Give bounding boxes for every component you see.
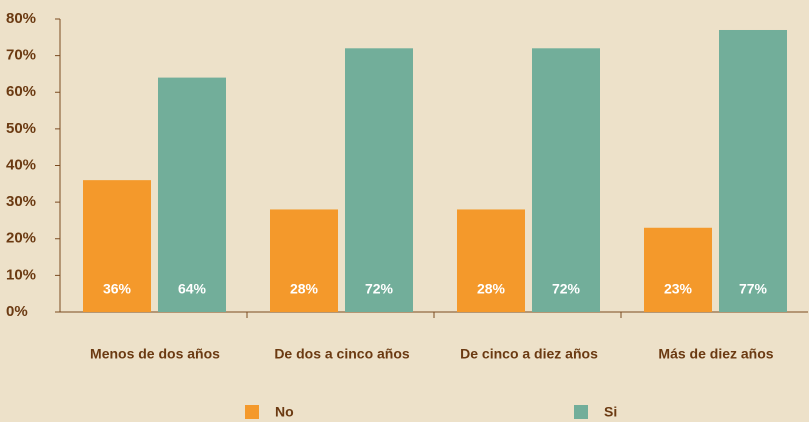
value-label: 72% [552,281,581,297]
bar [644,227,712,312]
bar [83,180,151,312]
legend-label: Si [604,404,617,420]
value-label: 28% [290,281,319,297]
y-tick-label: 50% [6,120,36,137]
y-tick-label: 40% [6,156,36,173]
bar [158,77,226,312]
y-tick-label: 60% [6,83,36,100]
x-tick-label: Más de diez años [658,346,773,362]
y-tick-label: 10% [6,266,36,283]
value-label: 72% [365,281,394,297]
y-tick-label: 70% [6,47,36,64]
x-tick-label: De cinco a diez años [460,346,598,362]
bar [532,48,600,313]
value-label: 64% [178,281,207,297]
x-tick-label: Menos de dos años [90,346,220,362]
legend-swatch [245,405,259,419]
y-tick-label: 0% [6,303,28,320]
bar [270,209,338,312]
value-label: 77% [739,281,768,297]
y-tick-label: 30% [6,193,36,210]
y-tick-label: 80% [6,10,36,27]
legend-label: No [275,404,294,420]
value-label: 36% [103,281,132,297]
value-label: 23% [664,281,693,297]
bar [457,209,525,312]
legend-swatch [574,405,588,419]
y-tick-label: 20% [6,230,36,247]
value-label: 28% [477,281,506,297]
x-tick-label: De dos a cinco años [274,346,410,362]
bar [345,48,413,313]
bar [719,29,787,313]
